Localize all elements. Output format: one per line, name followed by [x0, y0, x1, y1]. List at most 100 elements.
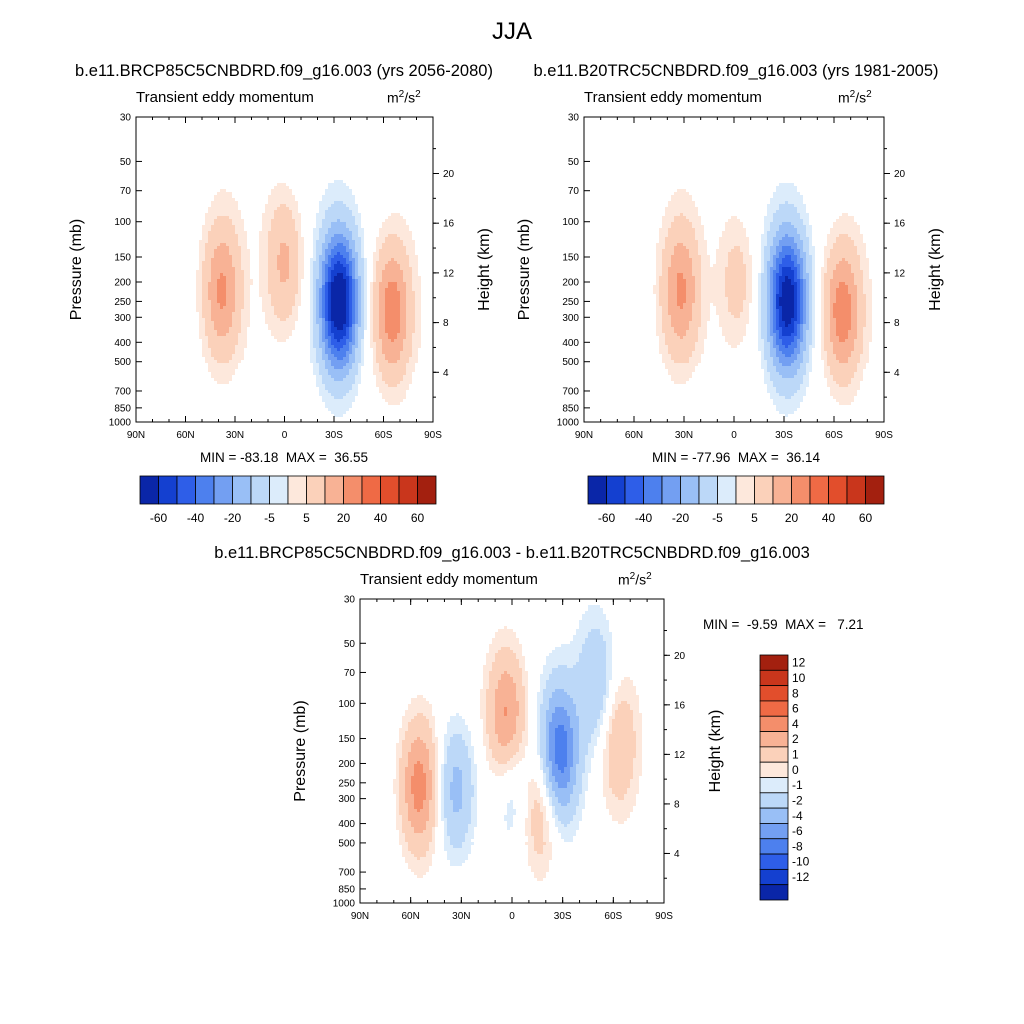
- panel-units-1: m2/s2: [838, 89, 872, 106]
- colorbar-label: 5: [751, 511, 758, 525]
- x-tick-label: 60S: [375, 430, 393, 441]
- y2-tick-label: 4: [894, 368, 900, 379]
- x-tick-label: 60S: [604, 911, 622, 922]
- y-tick-label: 100: [114, 217, 131, 228]
- y-tick-label: 50: [568, 157, 580, 168]
- colorbar-label: 1: [792, 748, 799, 762]
- colorbar-label: -40: [187, 511, 205, 525]
- y-tick-label: 700: [114, 386, 131, 397]
- colorbar-label: -60: [150, 511, 168, 525]
- panel-units-2: m2/s2: [618, 571, 652, 588]
- colorbar-box: [759, 853, 789, 870]
- y-tick-label: 50: [120, 157, 132, 168]
- colorbar-box: [759, 868, 789, 886]
- y-tick-label: 850: [114, 403, 131, 414]
- y-tick-label: 150: [338, 734, 355, 745]
- y-tick-label: 1000: [333, 899, 356, 910]
- colorbar-label: -5: [264, 511, 275, 525]
- y2-tick-label: 12: [443, 268, 455, 279]
- y-tick-label: 850: [338, 884, 355, 895]
- y2-tick-label: 20: [443, 169, 455, 180]
- y-tick-label: 500: [114, 357, 131, 368]
- x-tick-label: 90N: [351, 911, 369, 922]
- y2-tick-label: 8: [674, 799, 680, 810]
- y-tick-label: 70: [344, 668, 356, 679]
- x-tick-label: 90N: [127, 430, 145, 441]
- x-tick-label: 90S: [424, 430, 442, 441]
- contour-field-1: [584, 117, 884, 422]
- min-max-label-2: MIN = -9.59 MAX = 7.21: [703, 617, 864, 632]
- x-tick-label: 30N: [452, 911, 470, 922]
- y-tick-label: 30: [568, 113, 580, 124]
- y-tick-label: 200: [338, 759, 355, 770]
- y-tick-label: 1000: [109, 418, 132, 429]
- colorbar-box: [759, 792, 789, 809]
- y-tick-label: 400: [338, 819, 355, 830]
- colorbar-label: -6: [792, 824, 803, 838]
- colorbar-box: [759, 700, 789, 717]
- panel-subtitle-0: Transient eddy momentum: [136, 89, 314, 106]
- y-tick-label: 400: [562, 338, 579, 349]
- y-tick-label: 100: [562, 217, 579, 228]
- y-tick-label: 850: [562, 403, 579, 414]
- colorbar-label: -20: [672, 511, 690, 525]
- y2-tick-label: 12: [894, 268, 906, 279]
- y2-axis-title: Height (km): [476, 228, 493, 311]
- y2-tick-label: 20: [674, 651, 686, 662]
- x-tick-label: 0: [731, 430, 737, 441]
- y-tick-label: 250: [338, 778, 355, 789]
- colorbar-label: 8: [792, 686, 799, 700]
- y-tick-label: 300: [338, 794, 355, 805]
- y-tick-label: 700: [562, 386, 579, 397]
- panel-subtitle-2: Transient eddy momentum: [360, 571, 538, 588]
- panel-subtitle-1: Transient eddy momentum: [584, 89, 762, 106]
- y-tick-label: 200: [114, 278, 131, 289]
- y2-tick-label: 4: [674, 849, 680, 860]
- colorbar-box: [759, 807, 789, 824]
- y-tick-label: 400: [114, 338, 131, 349]
- colorbar-box: [759, 884, 789, 901]
- x-tick-label: 30N: [675, 430, 693, 441]
- y-tick-label: 70: [568, 186, 580, 197]
- x-tick-label: 90S: [655, 911, 673, 922]
- colorbar-label: 5: [303, 511, 310, 525]
- x-tick-label: 0: [509, 911, 515, 922]
- y-tick-label: 300: [114, 313, 131, 324]
- colorbar-label: -4: [792, 809, 803, 823]
- colorbar-label: -60: [598, 511, 616, 525]
- y2-tick-label: 12: [674, 750, 686, 761]
- y-tick-label: 500: [562, 357, 579, 368]
- colorbar-label: 6: [792, 702, 799, 716]
- x-tick-label: 30N: [226, 430, 244, 441]
- colorbar-label: -8: [792, 839, 803, 853]
- y2-tick-label: 8: [894, 318, 900, 329]
- y2-axis-title: Height (km): [707, 710, 724, 793]
- x-tick-label: 30S: [554, 911, 572, 922]
- contour-field-0: [136, 117, 433, 422]
- y2-tick-label: 20: [894, 169, 906, 180]
- y-tick-label: 700: [338, 868, 355, 879]
- colorbar-label: 10: [792, 671, 806, 685]
- main-title: JJA: [0, 18, 1024, 46]
- x-tick-label: 60S: [825, 430, 843, 441]
- colorbar-label: -1: [792, 778, 803, 792]
- contour-field-2: [360, 599, 664, 903]
- colorbar-box: [759, 731, 789, 748]
- colorbar-box: [759, 823, 789, 840]
- colorbar-label: -12: [792, 870, 810, 884]
- colorbar-label: 12: [792, 656, 806, 670]
- colorbar-box: [759, 761, 789, 778]
- y-tick-label: 150: [114, 252, 131, 263]
- colorbar-label: 2: [792, 732, 799, 746]
- colorbar-label: 0: [792, 763, 799, 777]
- y-axis-title: Pressure (mb): [68, 219, 85, 320]
- y-tick-label: 500: [338, 838, 355, 849]
- y-tick-label: 150: [562, 252, 579, 263]
- y-axis-title: Pressure (mb): [292, 700, 309, 801]
- x-tick-label: 30S: [775, 430, 793, 441]
- colorbar-label: -2: [792, 793, 803, 807]
